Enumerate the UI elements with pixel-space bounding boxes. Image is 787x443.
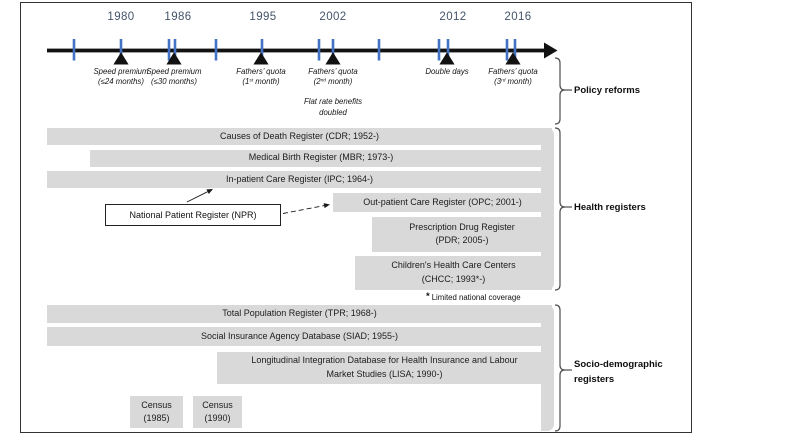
label-segment: (1 xyxy=(242,77,250,86)
event-label-line: (1st month) xyxy=(211,77,311,88)
figure-frame xyxy=(20,2,692,433)
event-note-line: doubled xyxy=(283,108,383,119)
npr-box-label: National Patient Register (NPR) xyxy=(129,210,257,220)
event-note-line: Flat rate benefits xyxy=(283,97,383,108)
event-label: Speed premium (≤24 months) xyxy=(71,67,171,88)
section-label-socio-line1: Socio-demographic xyxy=(574,359,663,370)
register-bar-label: (PDR; 2005-) xyxy=(435,235,489,245)
health-register-bar: Children's Health Care Centers (CHCC; 199… xyxy=(355,255,552,290)
event-label-line: (2nd month) xyxy=(283,77,383,88)
label-segment: Double days xyxy=(425,66,469,76)
label-segment: month) xyxy=(505,77,532,86)
socio-register-bar: Census (1990) xyxy=(193,396,242,428)
register-bar-label: (1990) xyxy=(204,413,231,423)
section-label-socio-line2: registers xyxy=(574,373,615,385)
register-bar-label: Social Insurance Agency Database (SIAD; … xyxy=(200,330,399,341)
year-label: 2016 xyxy=(504,11,532,23)
socio-register-bar: Social Insurance Agency Database (SIAD; … xyxy=(47,327,552,346)
event-label: Speed premium (≤30 months) xyxy=(124,67,224,88)
socio-register-bar: Longitudinal Integration Database for He… xyxy=(217,351,552,384)
event-note: Flat rate benefits doubled xyxy=(283,97,383,118)
socio-register-bar: Total Population Register (TPR; 1968-) xyxy=(47,305,552,323)
register-bar-label: Market Studies (LISA; 1990-) xyxy=(326,368,443,379)
health-register-bar: In-patient Care Register (IPC; 1964-) xyxy=(47,171,552,188)
label-segment: Flat rate benefits xyxy=(303,97,363,106)
year-label: 1986 xyxy=(164,11,192,23)
year-label: 1995 xyxy=(249,11,277,23)
register-bar-label: Medical Birth Register (MBR; 1973-) xyxy=(248,152,394,163)
label-segment: (≤24 months) xyxy=(98,77,144,86)
section-label-socio-demographic: Socio-demographic registers xyxy=(574,358,663,387)
health-register-bar: Medical Birth Register (MBR; 1973-) xyxy=(90,149,552,167)
event-label-line: Double days xyxy=(397,67,497,78)
year-label: 2012 xyxy=(439,11,467,23)
event-label-line: Fathers’ quota xyxy=(211,67,311,78)
event-label: Double days xyxy=(397,67,497,78)
label-segment: (2 xyxy=(313,77,321,86)
event-label-line: (≤24 months) xyxy=(71,77,171,88)
health-register-bar: Out-patient Care Register (OPC; 2001-) xyxy=(333,192,552,212)
label-segment: (3 xyxy=(494,77,502,86)
event-label: Fathers’ quota (2nd month) xyxy=(283,67,383,88)
event-label-line: Fathers’ quota xyxy=(463,67,563,78)
register-bar-label: (1985) xyxy=(143,413,170,423)
register-bar-label: Prescription Drug Register xyxy=(409,221,515,232)
label-segment: nd xyxy=(320,78,326,84)
register-bar-label: (CHCC; 1993*-) xyxy=(421,273,486,284)
event-label-line: Speed premium xyxy=(124,67,224,78)
label-segment: (≤30 months) xyxy=(151,77,197,86)
register-bar-label: Census xyxy=(141,399,172,410)
label-segment: Fathers’ quota xyxy=(488,66,538,76)
event-label-line: Speed premium xyxy=(71,67,171,78)
npr-box: National Patient Register (NPR) xyxy=(105,204,281,226)
year-label: 1980 xyxy=(107,11,135,23)
label-segment: month) xyxy=(325,77,353,86)
section-label-policy-reforms: Policy reforms xyxy=(574,85,640,96)
event-label-line: (3rd month) xyxy=(463,77,563,88)
label-segment: st xyxy=(249,78,254,84)
health-register-bar: Causes of Death Register (CDR; 1952-) xyxy=(47,128,552,145)
register-bar-label: Longitudinal Integration Database for He… xyxy=(251,355,518,365)
health-register-bar: Prescription Drug Register (PDR; 2005-) xyxy=(372,216,552,252)
socio-register-bar: Census (1985) xyxy=(130,396,183,428)
footnote-asterisk: * xyxy=(426,291,430,302)
section-label-health-registers: Health registers xyxy=(574,202,646,213)
footnote: * Limited national coverage xyxy=(426,291,521,302)
event-label-line: (≤30 months) xyxy=(124,77,224,88)
year-label: 2002 xyxy=(319,11,347,23)
label-segment: doubled xyxy=(319,107,347,117)
label-segment: month) xyxy=(253,77,280,86)
event-label: Fathers’ quota (1st month) xyxy=(211,67,311,88)
event-label: Fathers’ quota (3rd month) xyxy=(463,67,563,88)
label-segment: Speed premium xyxy=(146,66,202,76)
register-bar-label: In-patient Care Register (IPC; 1964-) xyxy=(225,173,374,184)
register-bar-label: Out-patient Care Register (OPC; 2001-) xyxy=(363,196,522,207)
label-segment: rd xyxy=(501,78,506,84)
label-segment: Fathers’ quota xyxy=(236,66,286,76)
label-segment: Speed premium xyxy=(93,66,149,76)
footnote-text: Limited national coverage xyxy=(431,293,521,302)
event-label-line: Fathers’ quota xyxy=(283,67,383,78)
register-bar-label: Total Population Register (TPR; 1968-) xyxy=(222,308,377,319)
register-bar-label: Children's Health Care Centers xyxy=(391,260,516,270)
register-bar-label: Census xyxy=(202,399,233,410)
register-bar-label: Causes of Death Register (CDR; 1952-) xyxy=(219,130,380,141)
label-segment: Fathers’ quota xyxy=(308,66,358,76)
